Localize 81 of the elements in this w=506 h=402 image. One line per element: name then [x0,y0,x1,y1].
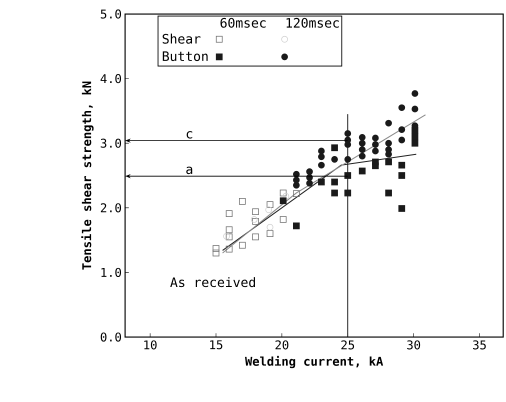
x-tick-label: 10 [144,340,157,350]
point [412,105,418,112]
point [412,90,418,97]
point [293,190,300,197]
legend-label: Shear [162,33,200,44]
y-tick-label: 2.0 [100,203,122,212]
point [372,147,379,154]
point [212,244,220,252]
point [238,198,246,205]
point [226,233,233,240]
point [412,140,418,146]
annotation: 60msec [220,18,266,28]
point [372,162,379,169]
x-tick-label: 30 [407,340,420,350]
point [344,156,352,163]
point [226,226,233,233]
annotation: As received [170,276,255,287]
x-tick-label: 35 [473,340,486,350]
point [265,206,272,213]
point [226,210,233,217]
point [358,140,366,146]
point [385,120,392,126]
annotation: 120msec [286,18,339,28]
point [398,126,406,133]
point [293,182,300,188]
point [412,133,418,140]
point [282,192,290,200]
point [372,134,379,142]
x-axis-title: Welding current, kA [244,356,384,368]
point [252,233,259,240]
point [331,189,338,196]
legend-label: Button [162,51,208,61]
y-tick-label: 1.0 [101,268,122,277]
point [318,153,325,160]
point [358,152,366,160]
point [344,130,352,137]
point [385,150,392,158]
y-tick-label: 0.0 [100,332,122,342]
x-tick-label: 25 [341,340,354,350]
point [266,201,274,208]
point [398,136,406,144]
point [212,249,220,256]
point [344,172,352,179]
point [293,222,300,230]
x-tick-label: 20 [276,340,288,350]
point [358,167,366,174]
point [318,162,325,168]
point [331,144,338,151]
point [318,178,325,186]
point [266,224,274,230]
point [372,140,379,148]
point [252,208,259,215]
point [223,232,230,240]
point [318,147,325,154]
point [385,140,392,146]
y-axis-title: Tensile shear strength, kN [81,81,94,270]
ref-line-label: a [186,166,192,174]
y-tick-label: 4.0 [100,74,122,83]
point [280,197,287,204]
ref-line-label: c [186,130,192,138]
point [398,104,406,111]
point [398,162,406,168]
point [331,178,338,186]
point [398,172,406,179]
point [280,216,287,223]
point [306,168,313,175]
x-tick-label: 15 [210,340,222,350]
point [266,230,274,237]
point [398,204,406,212]
point [306,180,313,186]
point [385,189,392,196]
point [358,146,366,153]
point [344,189,352,196]
point [358,134,366,141]
y-tick-label: 5.0 [100,9,122,18]
point [238,242,246,248]
point [385,158,392,166]
point [280,189,287,196]
point [226,246,233,252]
y-tick-label: 3.0 [100,138,122,148]
point [331,156,338,163]
